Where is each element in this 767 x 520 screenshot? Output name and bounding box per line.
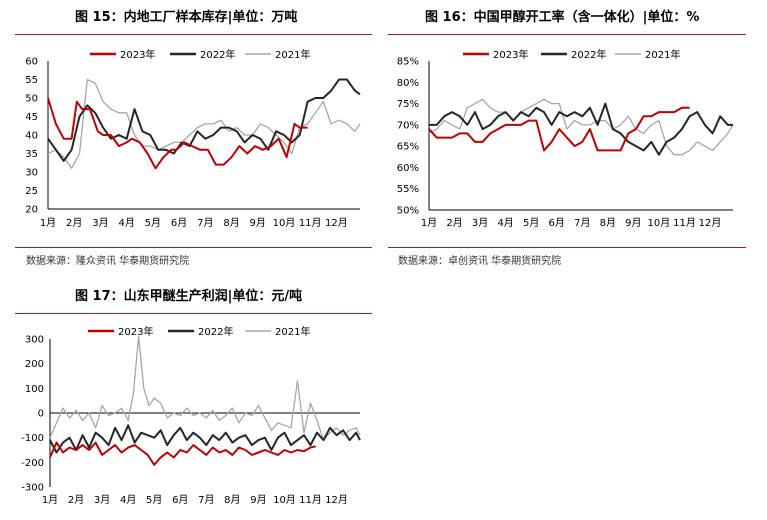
legend-label: 2023年 bbox=[118, 325, 153, 338]
series-line-2021年 bbox=[428, 98, 734, 156]
y-tick-label: 70% bbox=[397, 120, 419, 131]
legend-label: 2023年 bbox=[493, 48, 528, 61]
series-line-2023年 bbox=[428, 106, 690, 152]
x-tick-label: 8月 bbox=[223, 217, 239, 229]
title-rule bbox=[15, 313, 372, 314]
x-tick-label: 9月 bbox=[625, 217, 641, 229]
legend-label: 2023年 bbox=[120, 48, 155, 61]
y-tick-label: 25 bbox=[25, 186, 38, 197]
y-tick-label: 55% bbox=[397, 184, 419, 195]
y-tick-label: 30 bbox=[25, 168, 38, 179]
series-line-2022年 bbox=[47, 78, 361, 162]
series-line-2021年 bbox=[49, 335, 361, 441]
y-tick-label: 85% bbox=[397, 57, 419, 68]
x-tick-label: 6月 bbox=[549, 217, 565, 229]
y-tick-label: 50% bbox=[397, 206, 419, 217]
x-tick-label: 12月 bbox=[325, 494, 348, 506]
legend-label: 2021年 bbox=[275, 48, 310, 61]
series-line-2023年 bbox=[47, 97, 308, 170]
x-tick-label: 7月 bbox=[197, 217, 213, 229]
series-line-2022年 bbox=[49, 424, 361, 454]
legend-label: 2022年 bbox=[198, 325, 233, 338]
x-tick-label: 5月 bbox=[146, 494, 162, 506]
data-source: 数据来源：卓创资讯 华泰期货研究院 bbox=[398, 256, 562, 267]
x-tick-label: 10月 bbox=[273, 494, 296, 506]
y-tick-label: 35 bbox=[25, 149, 38, 160]
x-tick-label: 7月 bbox=[574, 217, 590, 229]
x-tick-label: 1月 bbox=[40, 217, 56, 229]
x-tick-label: 12月 bbox=[325, 217, 348, 229]
y-tick-label: 60% bbox=[397, 163, 419, 174]
x-tick-label: 1月 bbox=[421, 217, 437, 229]
y-tick-label: 20 bbox=[25, 205, 38, 216]
series-line-2022年 bbox=[429, 102, 733, 156]
x-tick-label: 7月 bbox=[198, 494, 214, 506]
x-tick-label: 11月 bbox=[299, 494, 322, 506]
chart-title: 图 15：内地工厂样本库存|单位：万吨 bbox=[75, 10, 298, 25]
x-tick-label: 8月 bbox=[600, 217, 616, 229]
x-tick-label: 6月 bbox=[172, 494, 188, 506]
x-tick-label: 8月 bbox=[224, 494, 240, 506]
x-tick-label: 4月 bbox=[118, 217, 134, 229]
x-tick-label: 4月 bbox=[120, 494, 136, 506]
x-tick-label: 9月 bbox=[250, 217, 266, 229]
x-tick-label: 9月 bbox=[250, 494, 266, 506]
x-tick-label: 3月 bbox=[92, 217, 108, 229]
x-tick-label: 11月 bbox=[673, 217, 696, 229]
source-rule bbox=[388, 247, 746, 248]
line-chart-operating-rate: 50% 55% 60% 65% 70% 75% 80% 85% 1月 2月 3月 4月 5月 6月 7月 8月… bbox=[397, 48, 734, 229]
chart-title: 图 16：中国甲醇开工率（含一体化）|单位：% bbox=[425, 10, 700, 25]
y-tick-label: -200 bbox=[21, 458, 44, 469]
legend-label: 2021年 bbox=[645, 48, 680, 61]
x-tick-label: 2月 bbox=[66, 217, 82, 229]
x-tick-label: 1月 bbox=[42, 494, 58, 506]
x-tick-label: 2月 bbox=[68, 494, 84, 506]
x-tick-label: 10月 bbox=[648, 217, 671, 229]
source-rule bbox=[15, 247, 372, 248]
y-tick-label: -100 bbox=[21, 433, 44, 444]
x-tick-label: 6月 bbox=[171, 217, 187, 229]
title-rule bbox=[388, 34, 746, 35]
legend-label: 2022年 bbox=[571, 48, 606, 61]
y-tick-label: 45 bbox=[25, 112, 38, 123]
x-tick-label: 2月 bbox=[446, 217, 462, 229]
y-tick-label: 200 bbox=[25, 359, 44, 370]
y-tick-label: 0 bbox=[38, 409, 44, 420]
legend-label: 2022年 bbox=[200, 48, 235, 61]
title-rule bbox=[15, 34, 372, 35]
x-tick-label: 10月 bbox=[273, 217, 296, 229]
y-tick-label: 80% bbox=[397, 78, 419, 89]
x-tick-label: 3月 bbox=[472, 217, 488, 229]
y-tick-label: 50 bbox=[25, 94, 38, 105]
x-tick-label: 5月 bbox=[145, 217, 161, 229]
y-tick-label: 75% bbox=[397, 99, 419, 110]
x-tick-label: 3月 bbox=[94, 494, 110, 506]
y-tick-label: 40 bbox=[25, 131, 38, 142]
y-tick-label: 100 bbox=[25, 384, 44, 395]
x-tick-label: 12月 bbox=[699, 217, 722, 229]
line-chart-dme-profit: -300 -200 -100 0 100 200 300 1月 2月 3月 4月 5月 6月 7月 8月 9月… bbox=[21, 325, 361, 506]
series-line-2021年 bbox=[47, 78, 361, 169]
data-source: 数据来源：隆众资讯 华泰期货研究院 bbox=[26, 256, 190, 267]
x-tick-label: 11月 bbox=[299, 217, 322, 229]
x-tick-label: 4月 bbox=[497, 217, 513, 229]
y-tick-label: -300 bbox=[21, 483, 44, 494]
y-tick-label: 55 bbox=[25, 75, 38, 86]
chart-title: 图 17：山东甲醚生产利润|单位：元/吨 bbox=[75, 289, 303, 304]
y-tick-label: 60 bbox=[25, 57, 38, 68]
x-tick-label: 5月 bbox=[523, 217, 539, 229]
series-line-2023年 bbox=[49, 441, 316, 466]
y-tick-label: 65% bbox=[397, 142, 419, 153]
y-tick-label: 300 bbox=[25, 335, 44, 346]
legend-label: 2021年 bbox=[275, 325, 310, 338]
